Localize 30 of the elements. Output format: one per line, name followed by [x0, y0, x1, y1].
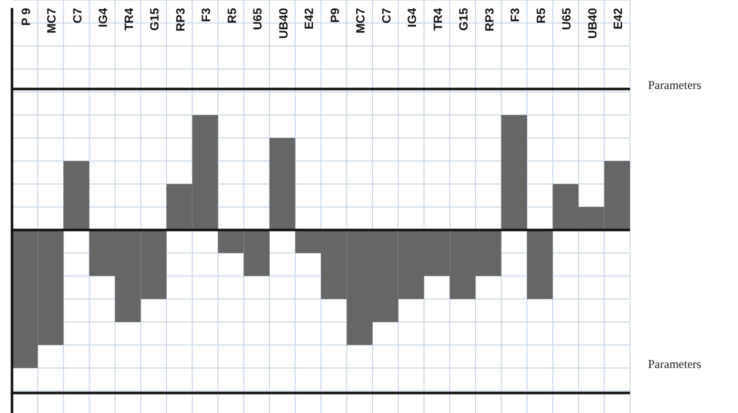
x-tick-label: E42: [302, 8, 316, 30]
x-tick-label: UB40: [585, 8, 600, 39]
text: Parameters: [648, 78, 702, 92]
x-tick-label: TR4: [430, 8, 445, 31]
x-tick-label: TR4: [122, 8, 136, 31]
x-tick-label: C7: [379, 8, 394, 24]
x-tick-label: R5: [534, 8, 548, 24]
x-tick-label: R5: [224, 8, 239, 24]
bar: [501, 115, 527, 230]
x-tick-label: C7: [70, 8, 84, 24]
x-tick-label: IG4: [96, 8, 110, 28]
x-tick-label: IG4: [405, 8, 420, 28]
x-tick-label: UB40: [276, 8, 290, 39]
x-tick-label: U65: [560, 8, 574, 30]
bar: [527, 230, 553, 299]
x-tick-label: G15: [148, 8, 162, 31]
x-tick-label: P9: [328, 8, 342, 23]
text: Parameters: [648, 357, 702, 371]
bar: [64, 161, 90, 230]
x-tick-label: F3: [199, 8, 214, 22]
x-tick-label: F3: [508, 8, 522, 22]
x-tick-label: RP3: [173, 8, 188, 32]
x-tick-label: E42: [611, 8, 626, 30]
x-tick-label: MC7: [354, 8, 368, 34]
x-tick-label: G15: [456, 8, 471, 31]
x-tick-label: MC7: [44, 8, 59, 34]
bar: [270, 138, 296, 230]
x-tick-label: RP3: [482, 8, 496, 32]
x-tick-label: P 9: [18, 8, 33, 26]
x-tick-label: U65: [250, 8, 265, 30]
